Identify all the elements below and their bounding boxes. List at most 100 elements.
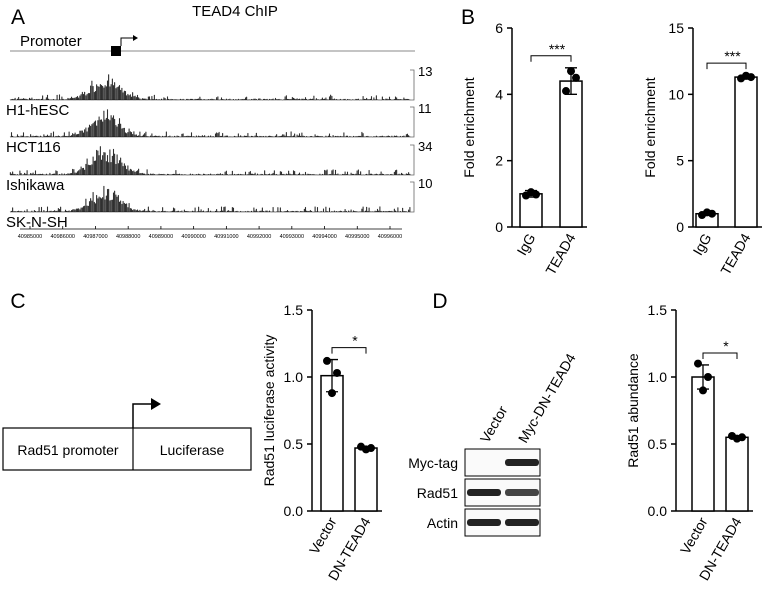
panel-label: A xyxy=(11,6,25,29)
y-axis-label: Rad51 abundance xyxy=(625,353,641,468)
lane-label: Vector xyxy=(477,403,511,446)
y-tick-label: 5 xyxy=(676,153,684,169)
data-point xyxy=(567,67,575,76)
data-point xyxy=(708,209,716,218)
y-tick-label: 10 xyxy=(668,86,684,102)
y-axis-label: Fold enrichment xyxy=(642,77,658,177)
bar xyxy=(734,76,758,228)
y-tick-label: 0 xyxy=(495,219,503,235)
significance-bracket xyxy=(702,352,738,359)
significance-bracket xyxy=(530,55,572,62)
y-tick-label: 1.0 xyxy=(648,369,668,385)
data-point xyxy=(694,359,702,368)
y-tick-label: 0.5 xyxy=(648,436,668,452)
data-point xyxy=(323,356,331,365)
track-name: Ishikawa xyxy=(6,177,65,194)
construct-box xyxy=(2,427,252,471)
bar xyxy=(725,436,749,512)
x-tick-label: IgG xyxy=(513,231,538,259)
significance-label: * xyxy=(352,333,358,349)
tss-arrow-head xyxy=(133,35,138,41)
track-name: SK-N-SH xyxy=(6,214,68,231)
y-tick-label: 0.0 xyxy=(284,503,304,519)
signal-track xyxy=(9,146,411,176)
blot-row-label: Myc-tag xyxy=(408,455,458,471)
panel-title: TEAD4 ChIP xyxy=(192,3,278,20)
x-tick-label: TEAD4 xyxy=(717,230,754,277)
x-tick-label: Vector xyxy=(677,514,711,557)
construct-arrow-head xyxy=(151,398,161,410)
construct-arrow xyxy=(132,403,152,428)
x-tick-label: IgG xyxy=(689,231,714,259)
y-axis-label: Rad51 luciferase activity xyxy=(261,335,277,487)
y-tick-label: 1.5 xyxy=(284,302,304,318)
coordinate-label: 40995000 xyxy=(345,234,369,240)
promoter-box xyxy=(111,46,121,56)
signal-track xyxy=(9,185,411,213)
track-scale-bracket xyxy=(410,181,415,213)
blot-band xyxy=(505,519,539,526)
signal-track xyxy=(9,109,411,138)
bar xyxy=(354,447,378,512)
coordinate-label: 40993000 xyxy=(280,234,304,240)
bar xyxy=(559,80,583,228)
significance-bracket xyxy=(706,62,747,70)
construct-promoter: Rad51 promoter xyxy=(17,442,119,458)
track-scale: 13 xyxy=(418,64,432,79)
data-point xyxy=(704,373,712,381)
data-point xyxy=(699,386,707,395)
data-point xyxy=(738,433,746,442)
y-tick-label: 15 xyxy=(668,20,684,36)
promoter-label: Promoter xyxy=(20,33,82,50)
y-tick-label: 0.0 xyxy=(648,503,668,519)
coordinate-label: 40989000 xyxy=(149,234,173,240)
significance-bracket xyxy=(331,347,367,354)
track-name: H1-hESC xyxy=(6,102,70,119)
blot-band xyxy=(505,489,539,496)
data-point xyxy=(333,368,341,377)
y-tick-label: 2 xyxy=(495,153,503,169)
y-tick-label: 1.0 xyxy=(284,369,304,385)
luciferase-construct: Rad51 promoter Luciferase xyxy=(2,398,252,471)
y-tick-label: 6 xyxy=(495,20,503,36)
significance-label: *** xyxy=(549,41,566,57)
coordinate-label: 40985000 xyxy=(18,234,42,240)
coordinate-label: 40992000 xyxy=(247,234,271,240)
data-point xyxy=(747,73,755,82)
coordinate-label: 40986000 xyxy=(50,234,74,240)
x-tick-label: TEAD4 xyxy=(542,230,579,277)
coordinate-label: 40987000 xyxy=(83,234,107,240)
lane-label: Myc-DN-TEAD4 xyxy=(515,350,579,445)
blot-row-label: Actin xyxy=(427,515,458,531)
tss-arrow xyxy=(120,37,133,46)
panel-label: D xyxy=(432,290,447,313)
coordinate-label: 40994000 xyxy=(312,234,336,240)
y-tick-label: 1.5 xyxy=(648,302,668,318)
blot-band xyxy=(467,519,501,526)
track-scale-bracket xyxy=(410,106,415,138)
coordinate-label: 40996000 xyxy=(378,234,402,240)
y-axis-label: Fold enrichment xyxy=(461,77,477,177)
blot-band xyxy=(505,459,539,466)
data-point xyxy=(328,389,336,398)
blot-row-label: Rad51 xyxy=(417,485,458,501)
track-scale-bracket xyxy=(410,69,415,101)
track-scale: 10 xyxy=(418,176,432,191)
bar xyxy=(519,193,543,228)
significance-label: *** xyxy=(724,48,741,64)
track-name: HCT116 xyxy=(6,139,61,156)
signal-track xyxy=(9,74,411,101)
x-tick-label: Vector xyxy=(306,514,340,557)
data-point xyxy=(572,73,580,82)
track-scale: 11 xyxy=(418,101,432,116)
significance-label: * xyxy=(723,338,729,354)
coordinate-label: 40990000 xyxy=(181,234,205,240)
y-tick-label: 0.5 xyxy=(284,436,304,452)
bar xyxy=(691,376,715,512)
panel-label: B xyxy=(461,6,475,29)
track-scale: 34 xyxy=(418,139,432,154)
construct-reporter: Luciferase xyxy=(160,442,225,458)
panel-label: C xyxy=(10,290,25,313)
y-tick-label: 0 xyxy=(676,219,684,235)
